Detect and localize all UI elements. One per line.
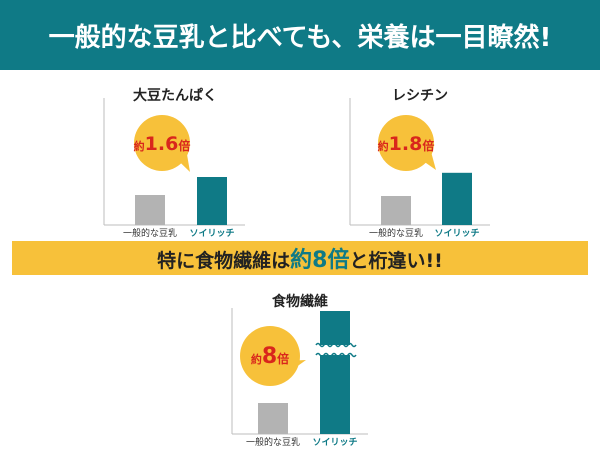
banner-text-post: と桁違い!! (349, 250, 443, 272)
banner-text-pre: 特に食物繊維は (157, 250, 291, 272)
badge-text-lecithin: 約1.8倍 (378, 133, 435, 155)
tick-label-protein-standard: 一般的な豆乳 (123, 227, 177, 239)
badge-part: 1.8 (389, 133, 423, 155)
tick-label-fiber-standard: 一般的な豆乳 (246, 436, 300, 448)
tick-label-fiber-soyrich: ソイリッチ (312, 437, 357, 448)
badge-part: 倍 (178, 138, 190, 153)
bar-fiber-standard (258, 403, 288, 434)
bar-lecithin-standard (381, 196, 411, 225)
axis-break-wave-2 (315, 352, 357, 358)
badge-part: 1.6 (145, 133, 179, 155)
bar-fiber-soyrich (320, 311, 350, 434)
tick-label-protein-soyrich: ソイリッチ (189, 228, 234, 239)
badge-circle-lecithin (378, 115, 434, 171)
bar-lecithin-soyrich (442, 172, 472, 225)
chart-title-lecithin: レシチン (392, 88, 448, 104)
highlight-banner: 特に食物繊維は約8倍と桁違い!! (12, 241, 588, 275)
chart-title-fiber: 食物繊維 (272, 294, 328, 310)
badge-part: 8 (262, 344, 277, 369)
badge-circle-protein (134, 115, 190, 171)
tick-label-lecithin-soyrich: ソイリッチ (434, 228, 479, 239)
banner-text: 特に食物繊維は約8倍と桁違い!! (157, 242, 443, 274)
bar-protein-soyrich (197, 177, 227, 225)
banner-text-emphasis: 約8倍 (290, 248, 350, 273)
page-title: 一般的な豆乳と比べても、栄養は一目瞭然! (48, 22, 552, 53)
badge-part: 約 (251, 352, 262, 366)
badge-part: 約 (134, 139, 145, 153)
badge-part: 約 (378, 139, 389, 153)
bar-protein-standard (135, 195, 165, 225)
badge-text-fiber: 約8倍 (251, 344, 289, 369)
tick-label-lecithin-standard: 一般的な豆乳 (369, 227, 423, 239)
header-banner: 一般的な豆乳と比べても、栄養は一目瞭然! (0, 0, 600, 70)
axis-break-band (316, 345, 354, 355)
badge-text-protein: 約1.6倍 (134, 133, 191, 155)
badge-part: 倍 (422, 138, 434, 153)
badge-circle-fiber (240, 326, 300, 386)
axis-break-wave-1 (315, 342, 357, 348)
badge-part: 倍 (277, 351, 289, 366)
chart-title-protein: 大豆たんぱく (133, 88, 217, 104)
